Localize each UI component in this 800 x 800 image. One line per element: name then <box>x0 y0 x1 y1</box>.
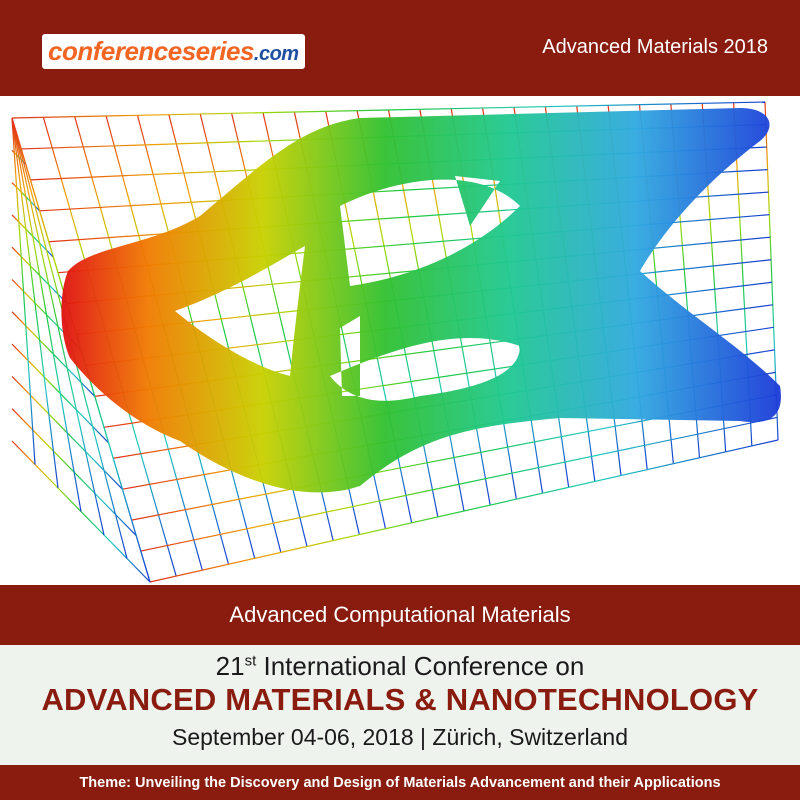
header-bar: conferenceseries.com Advanced Materials … <box>0 0 800 96</box>
edition-number: 21 <box>215 651 245 681</box>
caption: Advanced Computational Materials <box>229 602 571 627</box>
grid-line <box>11 117 82 512</box>
edition-line: 21st International Conference on <box>0 651 800 682</box>
ordinal-suffix: st <box>244 652 257 670</box>
date-location: September 04-06, 2018 | Zürich, Switzerl… <box>172 724 628 750</box>
conference-info: 21st International Conference on ADVANCE… <box>0 645 800 765</box>
conference-title: ADVANCED MATERIALS & NANOTECHNOLOGY <box>41 682 759 717</box>
caption-band: Advanced Computational Materials <box>0 585 800 645</box>
grid-line <box>149 439 779 583</box>
grid-line <box>140 416 778 552</box>
grid-line <box>11 101 766 119</box>
edition-text: International Conference on <box>263 651 585 681</box>
logo-domain: .com <box>253 43 299 65</box>
footer-bar: Theme: Unveiling the Discovery and Desig… <box>0 765 800 800</box>
grid-line <box>11 117 59 489</box>
illustration <box>11 101 781 583</box>
grid-line <box>11 117 36 465</box>
logo-brand: conferenceseries <box>48 36 254 66</box>
event-name: Advanced Materials 2018 <box>542 36 768 58</box>
grid-line <box>11 117 105 536</box>
logo[interactable]: conferenceseries.com <box>42 34 305 69</box>
structure <box>61 108 781 493</box>
theme: Theme: Unveiling the Discovery and Desig… <box>79 774 721 791</box>
